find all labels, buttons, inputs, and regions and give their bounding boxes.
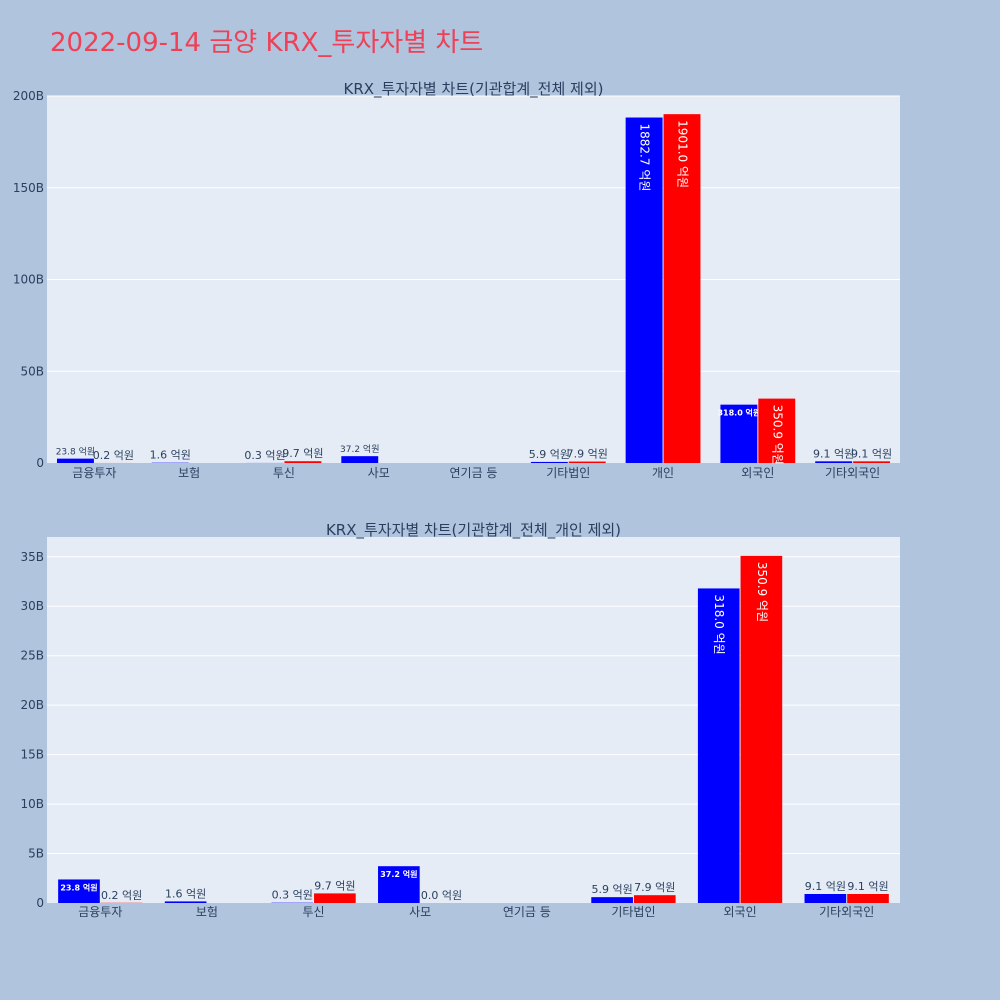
- data-label: 350.9 억원: [755, 562, 769, 622]
- y-tick-label: 25B: [20, 649, 44, 663]
- x-tick-label: 연기금 등: [503, 905, 551, 919]
- y-tick-label: 20B: [20, 698, 44, 712]
- data-label: 23.8 억원: [56, 446, 95, 458]
- x-tick-label: 보험: [178, 466, 200, 480]
- y-tick-label: 100B: [13, 273, 44, 287]
- data-label: 9.1 억원: [847, 880, 888, 893]
- x-tick-label: 금융투자: [78, 905, 122, 919]
- bar: [591, 897, 633, 903]
- bar: [625, 117, 663, 464]
- data-label: 5.9 억원: [591, 883, 632, 896]
- x-tick-label: 기타외국인: [819, 905, 874, 919]
- data-label: 1.6 억원: [165, 887, 206, 900]
- data-label: 0.3 억원: [272, 889, 313, 902]
- x-tick-label: 사모: [409, 905, 431, 919]
- page-title: 2022-09-14 금양 KRX_투자자별 차트: [50, 28, 484, 58]
- y-tick-label: 0: [36, 456, 44, 470]
- data-label: 9.1 억원: [851, 447, 892, 460]
- y-tick-label: 200B: [13, 89, 44, 103]
- y-tick-label: 150B: [13, 181, 44, 195]
- y-tick-label: 35B: [20, 550, 44, 564]
- x-tick-label: 외국인: [741, 466, 774, 480]
- data-label: 23.8 억원: [60, 882, 97, 892]
- x-tick-label: 기타법인: [611, 905, 655, 919]
- data-label: 7.9 억원: [634, 881, 675, 894]
- chart-title: KRX_투자자별 차트(기관합계_전체 제외): [344, 80, 604, 99]
- data-label: 318.0 억원: [712, 594, 726, 654]
- y-tick-label: 10B: [20, 797, 44, 811]
- data-label: 318.0 억원: [717, 408, 760, 418]
- bar: [58, 879, 100, 903]
- y-tick-label: 30B: [20, 599, 44, 613]
- bar: [697, 588, 740, 903]
- data-label: 1.6 억원: [150, 449, 191, 462]
- x-tick-label: 기타외국인: [825, 466, 880, 480]
- x-tick-label: 금융투자: [72, 466, 116, 480]
- data-label: 0.0 억원: [421, 889, 462, 902]
- bar: [663, 114, 701, 463]
- data-label: 37.2 억원: [340, 443, 379, 455]
- data-label: 5.9 억원: [529, 448, 570, 461]
- x-tick-label: 투신: [273, 466, 295, 480]
- bar: [284, 461, 322, 463]
- data-label: 1882.7 억원: [638, 124, 652, 192]
- data-label: 350.9 억원: [770, 405, 784, 465]
- bar: [341, 456, 379, 463]
- data-label: 9.1 억원: [813, 447, 854, 460]
- x-tick-label: 연기금 등: [450, 466, 498, 480]
- bar: [530, 461, 568, 463]
- x-tick-label: 기타법인: [546, 466, 590, 480]
- chart-bottom: 0 5B 10B 15B 20B 25B 30B 35B KRX_투자자별 차트(기관합계_전체…: [20, 521, 900, 919]
- bar: [378, 866, 420, 903]
- bar: [568, 461, 606, 463]
- x-tick-label: 외국인: [724, 905, 757, 919]
- x-tick-label: 투신: [303, 905, 325, 919]
- bar: [815, 461, 853, 463]
- y-tick-label: 0: [36, 896, 44, 910]
- chart-top: 0 50B 100B 150B 200B KRX_투자자별 차트(기관합계_전체 제외) 금…: [13, 80, 900, 480]
- bar: [720, 404, 758, 463]
- chart-title: KRX_투자자별 차트(기관합계_전체_개인 제외): [326, 521, 621, 540]
- y-tick-label: 50B: [20, 364, 44, 378]
- x-tick-label: 개인: [652, 466, 674, 480]
- data-label: 0.3 억원: [244, 449, 285, 462]
- data-label: 7.9 억원: [567, 448, 608, 461]
- data-label: 9.7 억원: [282, 447, 323, 460]
- bar: [853, 461, 891, 463]
- bar: [758, 398, 796, 463]
- data-label: 9.1 억원: [805, 880, 846, 893]
- x-tick-label: 사모: [368, 466, 390, 480]
- bar: [56, 458, 94, 463]
- bar: [804, 893, 847, 903]
- bar: [633, 895, 676, 903]
- bar: [740, 555, 783, 903]
- y-tick-label: 5B: [28, 847, 44, 861]
- bar: [314, 893, 356, 903]
- data-label: 0.2 억원: [101, 889, 142, 902]
- y-tick-label: 15B: [20, 748, 44, 762]
- bar: [164, 901, 207, 903]
- bar: [847, 893, 889, 903]
- data-label: 0.2 억원: [93, 449, 134, 462]
- data-label: 9.7 억원: [314, 879, 355, 892]
- data-label: 37.2 억원: [380, 869, 417, 879]
- x-tick-label: 보험: [196, 905, 218, 919]
- data-label: 1901.0 억원: [676, 120, 690, 188]
